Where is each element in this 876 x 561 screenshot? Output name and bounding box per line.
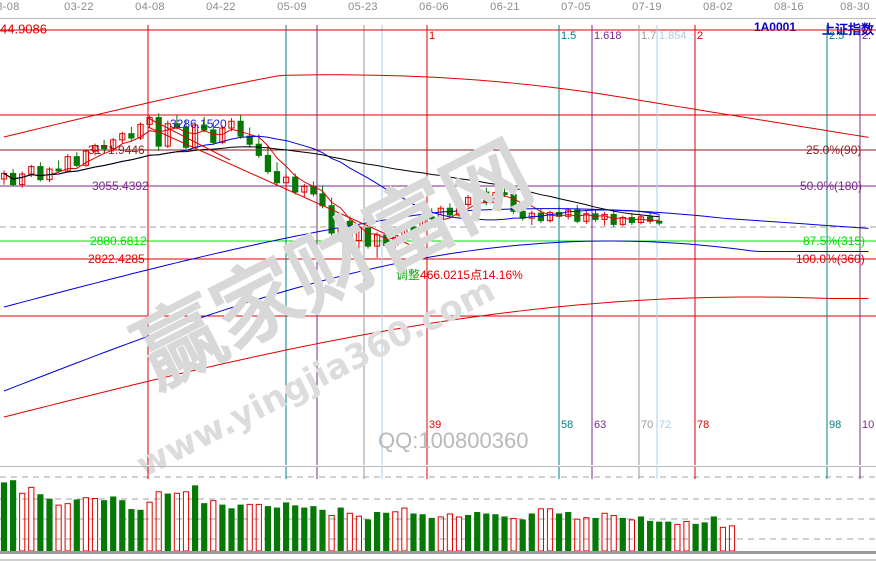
date-tick: 04-08 (135, 1, 165, 13)
annotation-label: 调整 (396, 268, 421, 282)
fib-level-label: 50.0%(180) (800, 179, 863, 193)
volume-pane[interactable] (0, 466, 876, 561)
annotation-unit: 点 (470, 268, 483, 282)
volume-baseline-shadow (0, 559, 876, 561)
cycle-marker-top: 1.5 (561, 30, 577, 42)
annotation-percent: 14.16% (482, 268, 523, 282)
cycle-marker-bottom: 63 (594, 419, 607, 431)
cycle-marker-top: 1.854 (659, 30, 687, 42)
fib-level-label: 87.5%(315) (803, 234, 866, 248)
cycle-marker-top: 2. (862, 30, 872, 42)
cycle-marker-bottom: 70 (641, 419, 654, 431)
cycle-marker-bottom: 10 (862, 419, 875, 431)
date-tick: 05-23 (348, 1, 378, 13)
qq-watermark: QQ:100800360 (378, 428, 529, 453)
price-level-label: 2880.6812 (90, 234, 147, 248)
cycle-marker-bottom: 98 (829, 419, 842, 431)
annotation-value: 466.0215 (420, 268, 471, 282)
date-tick: 07-19 (632, 1, 662, 13)
cycle-marker-top: 1.7 (641, 30, 657, 42)
cycle-marker-top: 1 (429, 30, 436, 42)
cycle-marker-bottom: 58 (561, 419, 574, 431)
volume-chart-svg (0, 467, 876, 552)
cycle-marker-top: 2.5 (829, 30, 845, 42)
price-level-label: 3286.1520 (170, 117, 227, 131)
top-left-price: 44.9086 (0, 21, 47, 37)
fib-level-label: 25.0%(90) (806, 143, 862, 157)
volume-baseline (0, 551, 876, 554)
cycle-marker-top: 2 (697, 30, 704, 42)
date-tick: 05-09 (277, 1, 307, 13)
price-chart-svg (0, 25, 876, 465)
date-tick: 08-02 (703, 1, 733, 13)
cycle-marker-bottom: 78 (697, 419, 710, 431)
date-tick: 06-21 (490, 1, 520, 13)
date-tick: 06-06 (419, 1, 449, 13)
adjustment-annotation: 调整466.0215点14.16% (396, 266, 523, 283)
price-pane[interactable] (0, 19, 876, 465)
date-tick: 07-05 (561, 1, 591, 13)
date-tick: 08-16 (774, 1, 804, 13)
fib-level-label: 100.0%(360) (796, 252, 865, 266)
date-axis: 3-08 03-22 04-08 04-22 05-09 05-23 06-06 06-21 0… (0, 0, 876, 19)
date-tick: 04-22 (206, 1, 236, 13)
price-level-label: 3171.9446 (88, 143, 145, 157)
price-level-label: 3055.4392 (92, 179, 149, 193)
cycle-marker-bottom: 72 (659, 419, 672, 431)
date-tick: 03-22 (64, 1, 94, 13)
date-tick: 08-30 (840, 1, 870, 13)
price-level-label: 2822.4285 (88, 252, 145, 266)
date-tick: 3-08 (0, 1, 20, 13)
cycle-marker-top: 1.618 (594, 30, 622, 42)
cycle-marker-bottom: 39 (429, 419, 442, 431)
